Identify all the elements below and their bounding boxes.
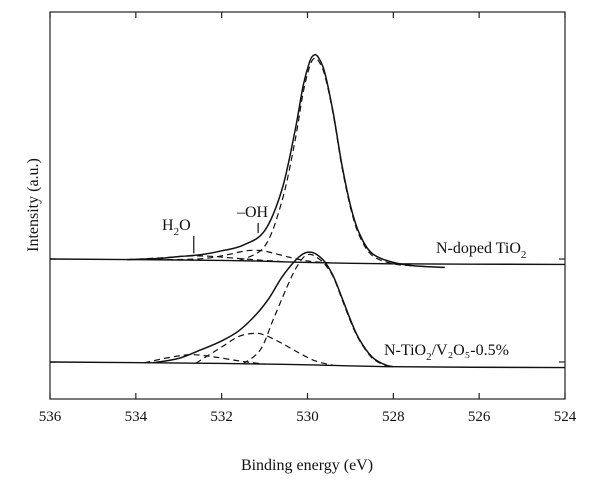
spectra bbox=[49, 53, 566, 369]
envelope-0 bbox=[127, 53, 445, 269]
baseline-0 bbox=[49, 258, 566, 266]
annotation-tail: O bbox=[179, 217, 191, 234]
x-tick-label-6: 524 bbox=[554, 409, 577, 425]
series-label-main: N-TiO bbox=[384, 342, 426, 359]
x-axis-label: Binding energy (eV) bbox=[241, 457, 373, 474]
x-tick-label-5: 526 bbox=[468, 409, 491, 425]
y-axis-label: Intensity (a.u.) bbox=[25, 158, 42, 252]
series-label-subscript: 2 bbox=[426, 351, 432, 363]
series-label-tail: /V₂O₅-0.5% bbox=[432, 342, 509, 359]
baseline-1 bbox=[49, 361, 566, 369]
envelope-1 bbox=[152, 251, 394, 368]
component-0-2 bbox=[238, 57, 415, 267]
x-tick-label-2: 532 bbox=[210, 409, 233, 425]
annotations bbox=[193, 223, 259, 254]
series-label-subscript: 2 bbox=[521, 249, 527, 261]
annotation-h2o: H2O bbox=[162, 217, 191, 238]
component-1-0 bbox=[195, 332, 334, 366]
annotation-oh: –OH bbox=[236, 204, 269, 221]
component-1-1 bbox=[144, 354, 265, 365]
annotation-subscript: 2 bbox=[174, 226, 180, 238]
series-label-n-doped-tio2: N-doped TiO2 bbox=[436, 240, 526, 261]
x-ticks: 536 534 532 530 528 526 524 bbox=[39, 12, 577, 425]
x-tick-label-4: 528 bbox=[382, 409, 405, 425]
x-tick-label-0: 536 bbox=[39, 409, 62, 425]
x-tick-label-3: 530 bbox=[296, 409, 319, 425]
x-tick-label-1: 534 bbox=[125, 409, 148, 425]
component-1-2 bbox=[242, 253, 394, 368]
series-label-main: N-doped TiO bbox=[436, 240, 521, 257]
annotation-main: H bbox=[162, 217, 174, 234]
series-label-n-tio2-v2o5: N-TiO2/V₂O₅-0.5% bbox=[384, 342, 509, 363]
